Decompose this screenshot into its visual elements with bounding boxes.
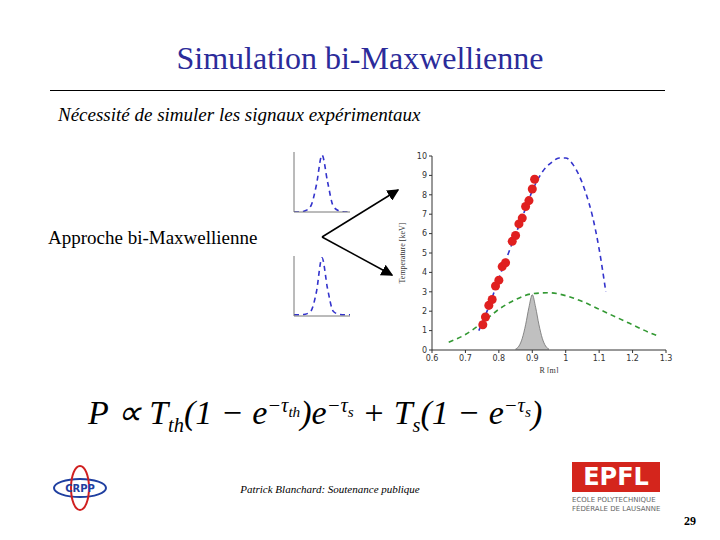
svg-text:1: 1 bbox=[422, 326, 427, 335]
html-text:Approche bi-Maxwellienne: Approche bi-Maxwellienne bbox=[48, 227, 258, 248]
svg-text:2: 2 bbox=[422, 307, 427, 316]
html-text:+ Ts(1 − e−τs: + Ts(1 − e−τs bbox=[353, 393, 531, 436]
svg-text:1: 1 bbox=[563, 354, 568, 363]
svg-text:9: 9 bbox=[422, 171, 427, 180]
svg-text:10: 10 bbox=[417, 152, 427, 161]
svg-text:1.3: 1.3 bbox=[660, 354, 673, 363]
svg-text:0.8: 0.8 bbox=[492, 354, 505, 363]
svg-text:0.7: 0.7 bbox=[459, 354, 472, 363]
svg-text:EPFL: EPFL bbox=[583, 463, 649, 491]
svg-text:1.1: 1.1 bbox=[593, 354, 606, 363]
html-text:)e−τs: )e−τs bbox=[300, 393, 354, 431]
svg-text:4: 4 bbox=[422, 268, 427, 277]
svg-text:CRPP: CRPP bbox=[65, 483, 95, 494]
svg-text:1.2: 1.2 bbox=[626, 354, 639, 363]
svg-text:R [m]: R [m] bbox=[540, 366, 559, 373]
svg-text:8: 8 bbox=[422, 191, 427, 200]
svg-text:ECOLE POLYTECHNIQUE: ECOLE POLYTECHNIQUE bbox=[572, 496, 656, 504]
html-text:P ∝ Tth(1 − e−τth: P ∝ Tth(1 − e−τth bbox=[88, 393, 301, 436]
html-text:29: 29 bbox=[684, 514, 696, 528]
svg-text:7: 7 bbox=[422, 210, 427, 219]
svg-text:6: 6 bbox=[422, 229, 427, 238]
svg-text:5: 5 bbox=[422, 249, 427, 258]
html-text:Simulation bi-Maxwellienne: Simulation bi-Maxwellienne bbox=[176, 40, 544, 76]
svg-text:FÉDÉRALE DE LAUSANNE: FÉDÉRALE DE LAUSANNE bbox=[572, 504, 660, 513]
html-text:Patrick Blanchard: Soutenance: Patrick Blanchard: Soutenance publique bbox=[240, 483, 420, 495]
html-text:Nécessité de simuler les signa: Nécessité de simuler les signaux expérim… bbox=[58, 104, 421, 125]
svg-text:0.6: 0.6 bbox=[426, 354, 439, 363]
svg-text:0: 0 bbox=[422, 346, 427, 355]
svg-text:0.9: 0.9 bbox=[526, 354, 539, 363]
svg-text:Temperature [keV]: Temperature [keV] bbox=[398, 222, 407, 283]
svg-text:3: 3 bbox=[422, 288, 427, 297]
